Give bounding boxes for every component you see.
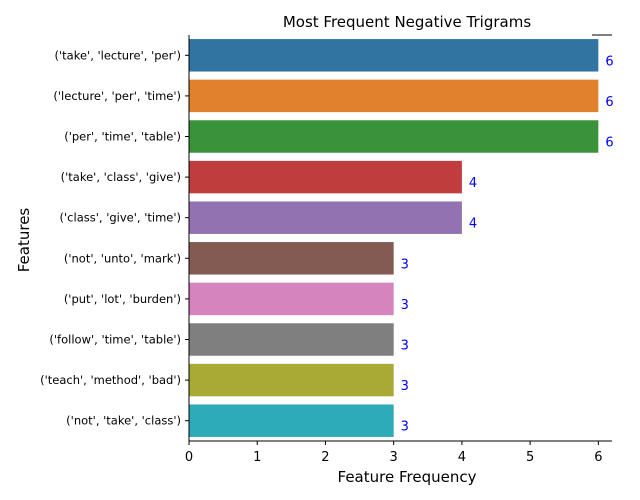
- value-label-4: 4: [469, 217, 477, 232]
- bar-4: [189, 201, 462, 234]
- y-tick-label-0: ('take', 'lecture', 'per'): [55, 48, 182, 62]
- bar-6: [189, 282, 394, 316]
- value-label-5: 3: [401, 257, 409, 272]
- y-axis-ticks: ('take', 'lecture', 'per') ('lecture', 'p…: [40, 48, 189, 428]
- bar-7: [189, 323, 394, 356]
- x-tick-label-2: 2: [321, 450, 329, 465]
- x-tick-label-1: 1: [253, 450, 261, 465]
- bar-8: [189, 363, 394, 397]
- x-axis-ticks: 0 1 2 3 4 5 6: [185, 441, 602, 465]
- value-labels-group: 6 6 6 4 4 3 3 3 3 3: [401, 54, 614, 434]
- y-tick-label-5: ('not', 'unto', 'mark'): [64, 251, 181, 265]
- x-tick-label-6: 6: [594, 450, 602, 465]
- value-label-6: 3: [401, 298, 409, 313]
- y-tick-label-6: ('put', 'lot', 'burden'): [64, 292, 181, 306]
- value-label-1: 6: [605, 95, 613, 110]
- y-axis-label: Features: [15, 208, 33, 273]
- bar-1: [189, 79, 599, 113]
- chart-title: Most Frequent Negative Trigrams: [283, 13, 531, 31]
- bar-3: [189, 160, 462, 194]
- value-label-2: 6: [605, 136, 613, 151]
- x-tick-label-3: 3: [390, 450, 398, 465]
- value-label-9: 3: [401, 420, 409, 435]
- y-tick-label-8: ('teach', 'method', 'bad'): [40, 373, 181, 387]
- bars-group: [189, 39, 599, 437]
- x-tick-label-5: 5: [526, 450, 534, 465]
- bar-5: [189, 242, 394, 275]
- y-tick-label-1: ('lecture', 'per', 'time'): [53, 89, 181, 103]
- x-tick-label-4: 4: [458, 450, 466, 465]
- y-tick-label-4: ('class', 'give', 'time'): [60, 211, 181, 225]
- value-label-7: 3: [401, 339, 409, 354]
- y-tick-label-9: ('not', 'take', 'class'): [66, 414, 181, 428]
- bar-2: [189, 120, 599, 153]
- y-tick-label-3: ('take', 'class', 'give'): [61, 170, 181, 184]
- x-tick-label-0: 0: [185, 450, 193, 465]
- value-label-3: 4: [469, 176, 477, 191]
- bar-9: [189, 404, 394, 437]
- y-tick-label-7: ('follow', 'time', 'table'): [49, 333, 181, 347]
- x-axis-label: Feature Frequency: [338, 468, 477, 486]
- value-label-0: 6: [605, 54, 613, 69]
- value-label-8: 3: [401, 379, 409, 394]
- y-tick-label-2: ('per', 'time', 'table'): [64, 130, 181, 144]
- bar-0: [189, 39, 599, 72]
